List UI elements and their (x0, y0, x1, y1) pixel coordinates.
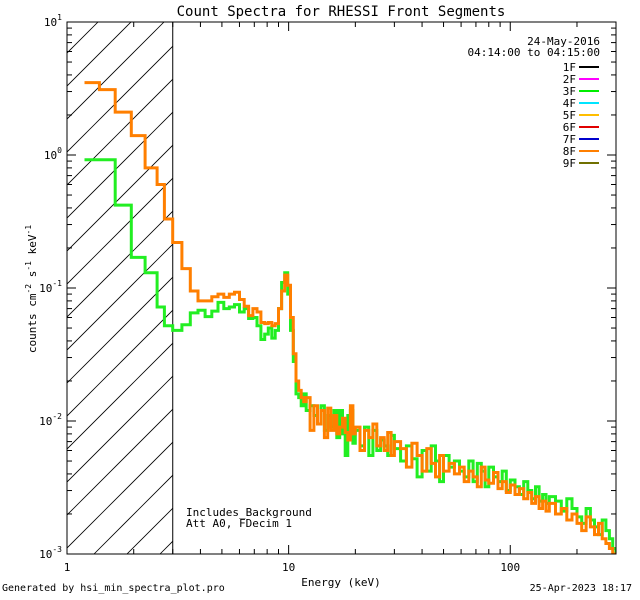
legend-label-4F: 4F (563, 97, 576, 110)
hatch-line (0, 0, 93, 554)
x-tick-label: 10 (282, 561, 295, 574)
y-tick-labels: 101 100 10-1 10-2 10-3 (39, 13, 62, 561)
series-8F (84, 81, 616, 554)
legend-label-1F: 1F (563, 61, 576, 74)
hatch-line (67, 441, 173, 549)
chart-title: Count Spectra for RHESSI Front Segments (177, 4, 506, 20)
annotation-background: Includes_Background (186, 506, 312, 519)
axis-ticks (66, 21, 617, 555)
hatch-line (67, 210, 173, 318)
generated-by-label: Generated by hsi_min_spectra_plot.pro (2, 583, 225, 594)
x-tick-label: 1 (64, 561, 71, 574)
y-tick-label: 101 (44, 13, 62, 29)
hatch-line (67, 375, 173, 483)
hatch-line (67, 177, 173, 285)
hatch-line (67, 144, 173, 252)
legend-label-9F: 9F (563, 157, 576, 170)
x-axis-label: Energy (keV) (301, 576, 380, 589)
y-axis-label: counts cm-2 s-1 keV-1 (24, 225, 39, 353)
hatch-line (67, 22, 132, 87)
timestamp-label: 25-Apr-2023 18:17 (529, 583, 632, 594)
legend-label-2F: 2F (563, 73, 576, 86)
y-tick-label: 10-1 (39, 279, 62, 295)
legend-label-3F: 3F (563, 85, 576, 98)
legend-label-6F: 6F (563, 121, 576, 134)
hatch-line (67, 276, 173, 384)
x-tick-labels: 1 10 100 (64, 561, 521, 574)
hatch-line (0, 0, 27, 554)
y-tick-label: 10-2 (39, 412, 62, 428)
hatch-line (67, 243, 173, 351)
annotation-attenuator: Att A0, FDecim 1 (186, 517, 292, 530)
x-tick-label: 100 (500, 561, 520, 574)
legend-label-7F: 7F (563, 133, 576, 146)
legend-label-8F: 8F (563, 145, 576, 158)
y-tick-label: 10-3 (39, 545, 62, 561)
hatch-line (93, 474, 173, 554)
legend-label-5F: 5F (563, 109, 576, 122)
series-3F (84, 158, 616, 554)
time-range-label: 04:14:00 to 04:15:00 (468, 46, 600, 59)
plot-frame (66, 21, 617, 555)
hatch-line (67, 111, 173, 219)
hatch-line (67, 45, 173, 153)
date-label: 24-May-2016 (527, 35, 600, 48)
hatch-line (67, 408, 173, 516)
y-tick-label: 100 (44, 146, 62, 162)
series-group (84, 81, 616, 554)
hatch-line (67, 78, 173, 186)
